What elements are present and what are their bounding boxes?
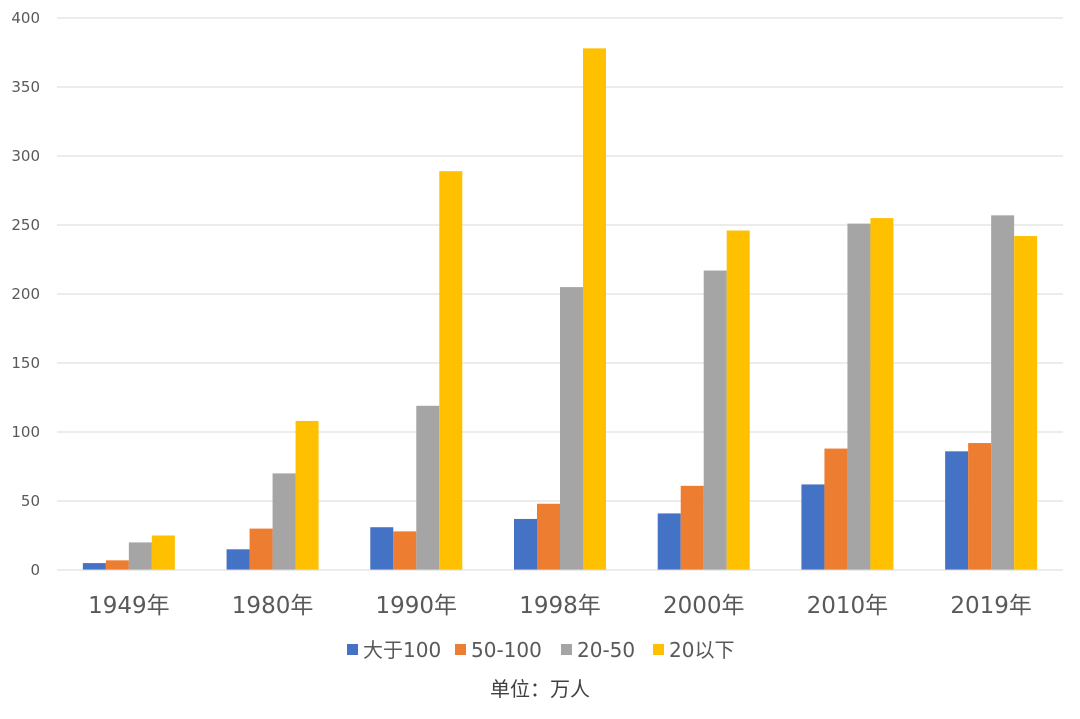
- legend-swatch: [561, 644, 572, 655]
- bar: [968, 443, 992, 570]
- bar: [272, 473, 296, 570]
- bar: [726, 230, 750, 570]
- bar: [1014, 236, 1038, 571]
- bar: [657, 513, 681, 570]
- bar: [105, 560, 129, 570]
- legend-swatch: [455, 644, 466, 655]
- bar: [991, 215, 1015, 570]
- bar: [680, 485, 704, 570]
- bar: [439, 171, 463, 570]
- x-tick-label: 2000年: [663, 593, 745, 619]
- y-tick-label: 250: [11, 216, 40, 234]
- bar: [393, 531, 417, 570]
- bar: [560, 287, 583, 570]
- bar: [870, 218, 894, 570]
- unit-note: 单位：万人: [490, 677, 590, 701]
- bar: [847, 223, 871, 570]
- bar: [945, 451, 969, 570]
- bar: [703, 270, 727, 570]
- bar: [370, 527, 394, 570]
- bar: [801, 484, 825, 570]
- bar: [295, 420, 319, 570]
- y-axis-ticks: 0 50 100 150 200 250 300 350 400: [11, 9, 40, 579]
- legend-swatch: [653, 644, 664, 655]
- bar: [151, 535, 175, 570]
- x-tick-label: 2010年: [807, 593, 889, 619]
- y-tick-label: 300: [11, 147, 40, 165]
- x-tick-label: 1949年: [88, 593, 170, 619]
- y-tick-label: 400: [11, 9, 40, 27]
- y-tick-label: 0: [30, 561, 40, 579]
- legend-label: 大于100: [363, 638, 441, 662]
- bar: [583, 48, 606, 571]
- bar: [416, 405, 440, 570]
- bars: [82, 48, 1038, 571]
- legend-label: 20以下: [669, 638, 734, 662]
- legend-label: 20-50: [577, 638, 635, 662]
- bar: [824, 448, 848, 570]
- x-tick-label: 2019年: [950, 593, 1032, 619]
- x-tick-label: 1990年: [376, 593, 458, 619]
- bar: [128, 542, 152, 570]
- legend-swatch: [347, 644, 358, 655]
- x-tick-label: 1998年: [519, 593, 601, 619]
- bar: [82, 563, 106, 570]
- x-tick-label: 1980年: [232, 593, 314, 619]
- x-axis-ticks: 1949年 1980年 1990年 1998年 2000年 2010年 2019年: [88, 593, 1032, 619]
- y-tick-label: 100: [11, 423, 40, 441]
- bar: [249, 528, 273, 570]
- y-tick-label: 150: [11, 354, 40, 372]
- y-tick-label: 350: [11, 78, 40, 96]
- bar: [537, 503, 560, 570]
- y-tick-label: 200: [11, 285, 40, 303]
- legend: 大于100 50-100 20-50 20以下: [347, 638, 734, 662]
- legend-label: 50-100: [471, 638, 542, 662]
- bar: [226, 549, 250, 570]
- bar: [514, 518, 537, 570]
- y-tick-label: 50: [21, 492, 40, 510]
